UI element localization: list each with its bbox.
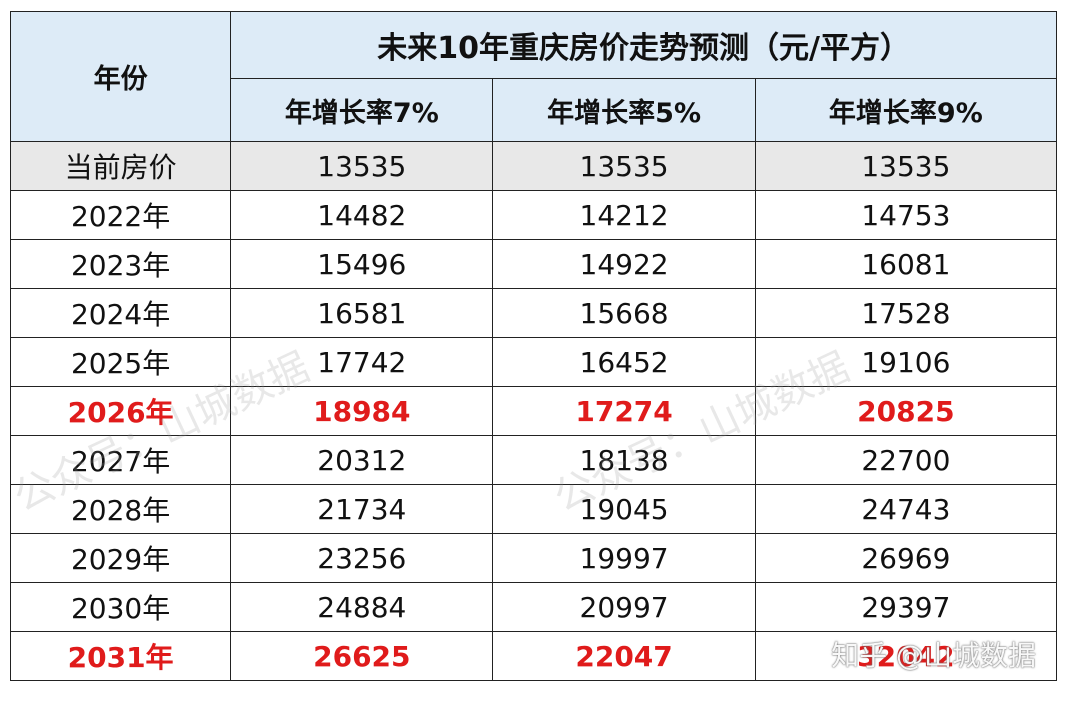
- year-label: 2023年: [9, 239, 232, 289]
- growth-rate-7-header: 年增长率7%: [230, 78, 494, 142]
- price-cell-rate-9: 17528: [754, 288, 1058, 338]
- price-cell-rate-5: 22047: [492, 631, 756, 681]
- price-cell-rate-7: 17742: [230, 337, 494, 387]
- price-cell-rate-7: 21734: [230, 484, 494, 534]
- price-cell-rate-9: 24743: [754, 484, 1058, 534]
- price-cell-rate-5: 18138: [492, 435, 756, 485]
- year-label: 2030年: [9, 582, 232, 632]
- current-price-7: 13535: [230, 141, 494, 191]
- year-label: 2027年: [9, 435, 232, 485]
- table-row: 2028年 21734 19045 24743: [9, 484, 1058, 534]
- year-label: 2028年: [9, 484, 232, 534]
- table-row: 2026年 18984 17274 20825: [9, 386, 1058, 436]
- price-cell-rate-7: 18984: [230, 386, 494, 436]
- price-cell-rate-5: 15668: [492, 288, 756, 338]
- price-cell-rate-7: 14482: [230, 190, 494, 240]
- year-label: 2022年: [9, 190, 232, 240]
- growth-rate-5-header: 年增长率5%: [492, 78, 756, 142]
- year-label: 2026年: [9, 386, 232, 436]
- price-cell-rate-5: 19045: [492, 484, 756, 534]
- price-cell-rate-9: 29397: [754, 582, 1058, 632]
- table-row: 2029年 23256 19997 26969: [9, 533, 1058, 583]
- price-cell-rate-9: 26969: [754, 533, 1058, 583]
- current-price-label: 当前房价: [9, 141, 232, 191]
- year-label: 2031年: [9, 631, 232, 681]
- table-row: 2027年 20312 18138 22700: [9, 435, 1058, 485]
- price-cell-rate-5: 14212: [492, 190, 756, 240]
- price-cell-rate-7: 26625: [230, 631, 494, 681]
- zhihu-watermark: 知乎 @山城数据: [831, 639, 1036, 672]
- price-cell-rate-9: 16081: [754, 239, 1058, 289]
- price-cell-rate-5: 14922: [492, 239, 756, 289]
- year-column-header: 年份: [9, 11, 232, 142]
- table-row: 2025年 17742 16452 19106: [9, 337, 1058, 387]
- price-cell-rate-7: 16581: [230, 288, 494, 338]
- price-cell-rate-5: 20997: [492, 582, 756, 632]
- table-row: 2030年 24884 20997 29397: [9, 582, 1058, 632]
- table-row: 2024年 16581 15668 17528: [9, 288, 1058, 338]
- current-price-row: 当前房价 13535 13535 13535: [9, 141, 1058, 191]
- table-row: 2022年 14482 14212 14753: [9, 190, 1058, 240]
- price-cell-rate-7: 24884: [230, 582, 494, 632]
- price-cell-rate-9: 19106: [754, 337, 1058, 387]
- price-cell-rate-7: 20312: [230, 435, 494, 485]
- price-cell-rate-5: 17274: [492, 386, 756, 436]
- price-cell-rate-9: 32042: [754, 631, 1058, 681]
- price-cell-rate-5: 16452: [492, 337, 756, 387]
- growth-rate-9-header: 年增长率9%: [754, 78, 1058, 142]
- table-row: 2031年 26625 22047 32042: [9, 631, 1058, 681]
- price-cell-rate-9: 20825: [754, 386, 1058, 436]
- price-forecast-table: 年份 未来10年重庆房价走势预测（元/平方） 年增长率7% 年增长率5% 年增长…: [9, 11, 1058, 681]
- year-label: 2024年: [9, 288, 232, 338]
- year-label: 2029年: [9, 533, 232, 583]
- price-cell-rate-9: 22700: [754, 435, 1058, 485]
- price-cell-rate-7: 15496: [230, 239, 494, 289]
- year-label: 2025年: [9, 337, 232, 387]
- price-cell-rate-5: 19997: [492, 533, 756, 583]
- current-price-5: 13535: [492, 141, 756, 191]
- table-title: 未来10年重庆房价走势预测（元/平方）: [230, 11, 1057, 79]
- price-cell-rate-9: 14753: [754, 190, 1058, 240]
- price-cell-rate-7: 23256: [230, 533, 494, 583]
- current-price-9: 13535: [754, 141, 1058, 191]
- table-row: 2023年 15496 14922 16081: [9, 239, 1058, 289]
